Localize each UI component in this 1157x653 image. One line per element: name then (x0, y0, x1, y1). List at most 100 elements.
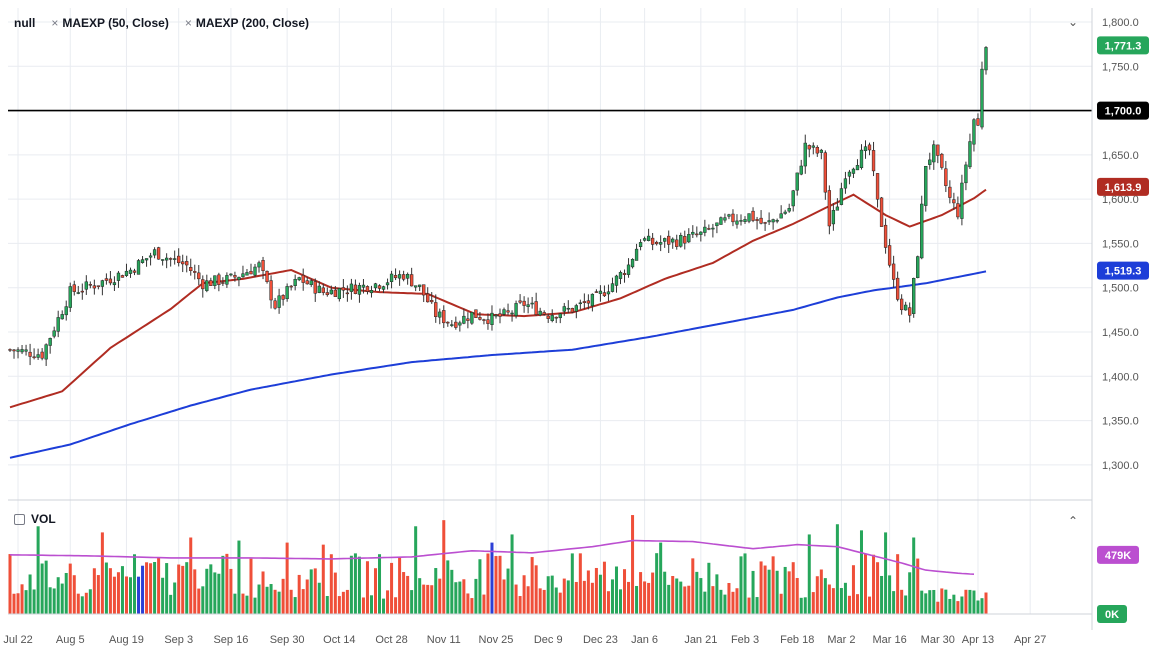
volume-bar (189, 537, 193, 614)
candle (40, 351, 44, 359)
candle (675, 239, 679, 247)
candle (357, 285, 362, 295)
candle (823, 152, 827, 193)
volume-bar (755, 597, 759, 614)
legend-ma2[interactable]: × MAEXP (200, Close) (185, 16, 309, 30)
volume-bar (149, 563, 153, 614)
candle (683, 236, 687, 244)
volume-bar (892, 591, 896, 614)
volume-bar (245, 595, 249, 614)
chevron-down-icon[interactable]: ⌄ (1068, 15, 1079, 29)
legend-symbol[interactable]: null (14, 16, 36, 30)
candle (546, 315, 550, 319)
candle (498, 313, 502, 317)
remove-icon[interactable]: × (51, 16, 59, 30)
volume-bar (510, 534, 514, 614)
volume-bar (667, 584, 671, 614)
price-tick-label: 1,500.0 (1102, 283, 1139, 295)
volume-bar (36, 526, 40, 614)
candle (20, 349, 24, 353)
volume-bar (92, 568, 96, 614)
candle (112, 282, 117, 286)
candle (811, 145, 815, 148)
volume-bar (201, 586, 205, 614)
volume-bar (530, 557, 534, 614)
volume-bar (145, 562, 149, 614)
candle (976, 118, 980, 126)
legend-ma1-label: MAEXP (50, Close) (62, 16, 169, 30)
volume-bar (133, 554, 137, 614)
volume-bar (522, 575, 526, 614)
volume-bar (32, 589, 36, 614)
candle (76, 292, 80, 294)
volume-bar (534, 565, 538, 614)
volume-bar (888, 575, 892, 614)
volume-bar (944, 589, 948, 614)
remove-icon[interactable]: × (184, 16, 192, 30)
candle (871, 150, 876, 172)
time-tick-label: Oct 28 (375, 634, 407, 646)
candle (233, 275, 237, 278)
candle (956, 203, 960, 218)
candle (843, 178, 848, 189)
legend-ma1[interactable]: × MAEXP (50, Close) (51, 16, 169, 30)
candle (667, 235, 671, 245)
candle (52, 330, 56, 337)
candle (353, 284, 358, 294)
candle (763, 222, 767, 224)
volume-bar (422, 584, 426, 614)
candle (197, 272, 201, 280)
time-tick-label: Oct 14 (323, 634, 355, 646)
volume-bar (341, 591, 345, 614)
candle (526, 304, 530, 307)
candle (522, 300, 526, 306)
candle (297, 277, 301, 281)
candle (614, 275, 619, 286)
volume-bar (237, 540, 241, 614)
volume-bar (924, 593, 928, 614)
volume-bar (217, 573, 221, 614)
candle (241, 273, 245, 278)
visibility-icon[interactable] (14, 513, 25, 525)
volume-bar (960, 596, 964, 614)
badge-line: 1,700.0 (1097, 101, 1149, 120)
volume-bar (779, 593, 783, 614)
time-tick-label: Aug 19 (109, 634, 144, 646)
volume-bar (948, 598, 952, 614)
time-tick-label: Jul 22 (3, 634, 32, 646)
volume-bar (100, 532, 104, 614)
volume-bars (8, 515, 988, 614)
volume-bar (514, 584, 518, 614)
volume-bar (506, 568, 510, 614)
candle (104, 278, 109, 281)
volume-bar (213, 572, 217, 614)
volume-bar (225, 553, 229, 614)
volume-bar (249, 558, 253, 614)
chevron-up-icon[interactable]: ⌃ (1068, 514, 1079, 528)
candle (502, 309, 506, 315)
candle (393, 275, 398, 279)
candle (466, 318, 470, 321)
candle (185, 261, 189, 266)
candle (650, 237, 655, 245)
volume-bar (727, 582, 731, 614)
candle (960, 182, 964, 219)
volume-bar (912, 537, 916, 614)
volume-bar (104, 562, 108, 614)
volume-bar (582, 580, 586, 614)
candle (695, 233, 699, 236)
candle (269, 280, 273, 301)
candle (719, 217, 723, 225)
price-axis: 1,800.0 1,750.0 1,700.0 1,650.0 1,600.0 1,550… (1102, 17, 1139, 472)
candle (494, 314, 498, 317)
candle (128, 269, 133, 274)
volume-bar (161, 577, 165, 614)
volume-bar (787, 571, 791, 614)
candle (586, 300, 591, 304)
candle (767, 220, 771, 223)
volume-bar (799, 597, 803, 614)
candle (928, 159, 932, 165)
volume-bar (936, 601, 940, 614)
volume-bar (442, 520, 446, 614)
volume-bar (498, 555, 502, 614)
